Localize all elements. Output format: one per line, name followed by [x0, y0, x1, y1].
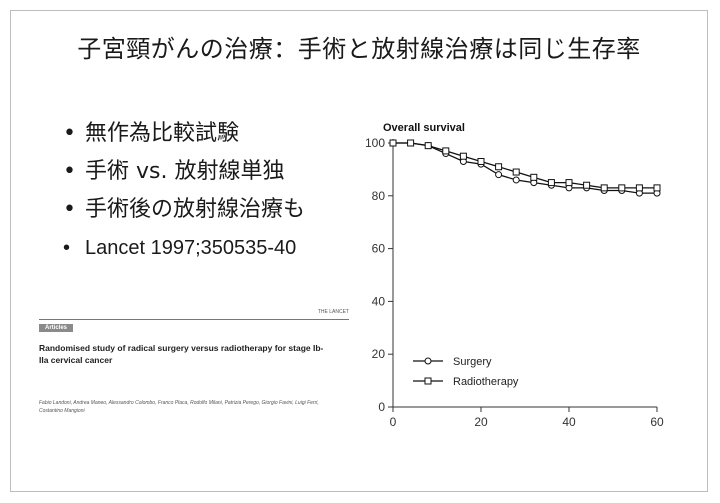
divider — [39, 319, 349, 320]
legend-label-surgery: Surgery — [453, 356, 492, 368]
data-point-radiotherapy — [442, 147, 450, 155]
data-point-radiotherapy — [618, 184, 626, 192]
y-tick-label: 60 — [372, 242, 386, 256]
data-point-radiotherapy — [653, 184, 661, 192]
series-line-radiotherapy — [393, 142, 657, 189]
slide-title: 子宮頸がんの治療：手術と放射線治療は同じ生存率 — [77, 35, 641, 63]
data-point-radiotherapy — [459, 152, 467, 160]
data-point-radiotherapy — [424, 142, 432, 150]
bullet-item: 手術 vs. 放射線単独 — [63, 153, 305, 191]
paper-excerpt: THE LANCET Articles Randomised study of … — [39, 309, 349, 439]
data-point-radiotherapy — [565, 179, 573, 187]
x-tick-label: 0 — [390, 415, 397, 429]
legend-marker-radiotherapy — [424, 377, 432, 385]
data-point-radiotherapy — [547, 179, 555, 187]
bullet-list: 無作為比較試験 手術 vs. 放射線単独 手術後の放射線治療も Lancet 1… — [63, 115, 305, 267]
data-point-radiotherapy — [583, 181, 591, 189]
y-tick-label: 40 — [372, 294, 386, 308]
x-tick-label: 60 — [650, 415, 664, 429]
data-point-surgery — [512, 176, 520, 184]
bullet-item: 無作為比較試験 — [63, 115, 305, 153]
data-point-radiotherapy — [512, 168, 520, 176]
slide: 子宮頸がんの治療：手術と放射線治療は同じ生存率 無作為比較試験 手術 vs. 放… — [10, 10, 708, 492]
y-tick-label: 100 — [365, 136, 385, 150]
paper-title: Randomised study of radical surgery vers… — [39, 343, 324, 365]
data-point-surgery — [495, 171, 503, 179]
data-point-radiotherapy — [495, 163, 503, 171]
legend-label-radiotherapy: Radiotherapy — [453, 376, 519, 388]
data-point-radiotherapy — [407, 139, 415, 147]
chart-title: Overall survival — [383, 122, 465, 134]
data-point-radiotherapy — [389, 139, 397, 147]
bullet-item: Lancet 1997;350535-40 — [63, 229, 305, 267]
y-tick-label: 0 — [378, 400, 385, 414]
legend-marker-surgery — [424, 357, 432, 365]
journal-name: THE LANCET — [317, 309, 349, 315]
x-tick-label: 40 — [562, 415, 576, 429]
paper-authors: Fabio Landoni, Andrea Maneo, Alessandro … — [39, 400, 319, 414]
x-tick-label: 20 — [474, 415, 488, 429]
data-point-radiotherapy — [600, 184, 608, 192]
data-point-radiotherapy — [530, 173, 538, 181]
section-badge: Articles — [39, 324, 74, 332]
data-point-radiotherapy — [477, 157, 485, 165]
bullet-item: 手術後の放射線治療も — [63, 191, 305, 229]
data-point-radiotherapy — [635, 184, 643, 192]
series-line-surgery — [393, 142, 657, 194]
y-tick-label: 20 — [372, 347, 386, 361]
survival-chart: Overall survival 0 20 40 60 80 100 0 20 40 60 Surge… — [365, 122, 664, 429]
y-tick-label: 80 — [372, 189, 386, 203]
